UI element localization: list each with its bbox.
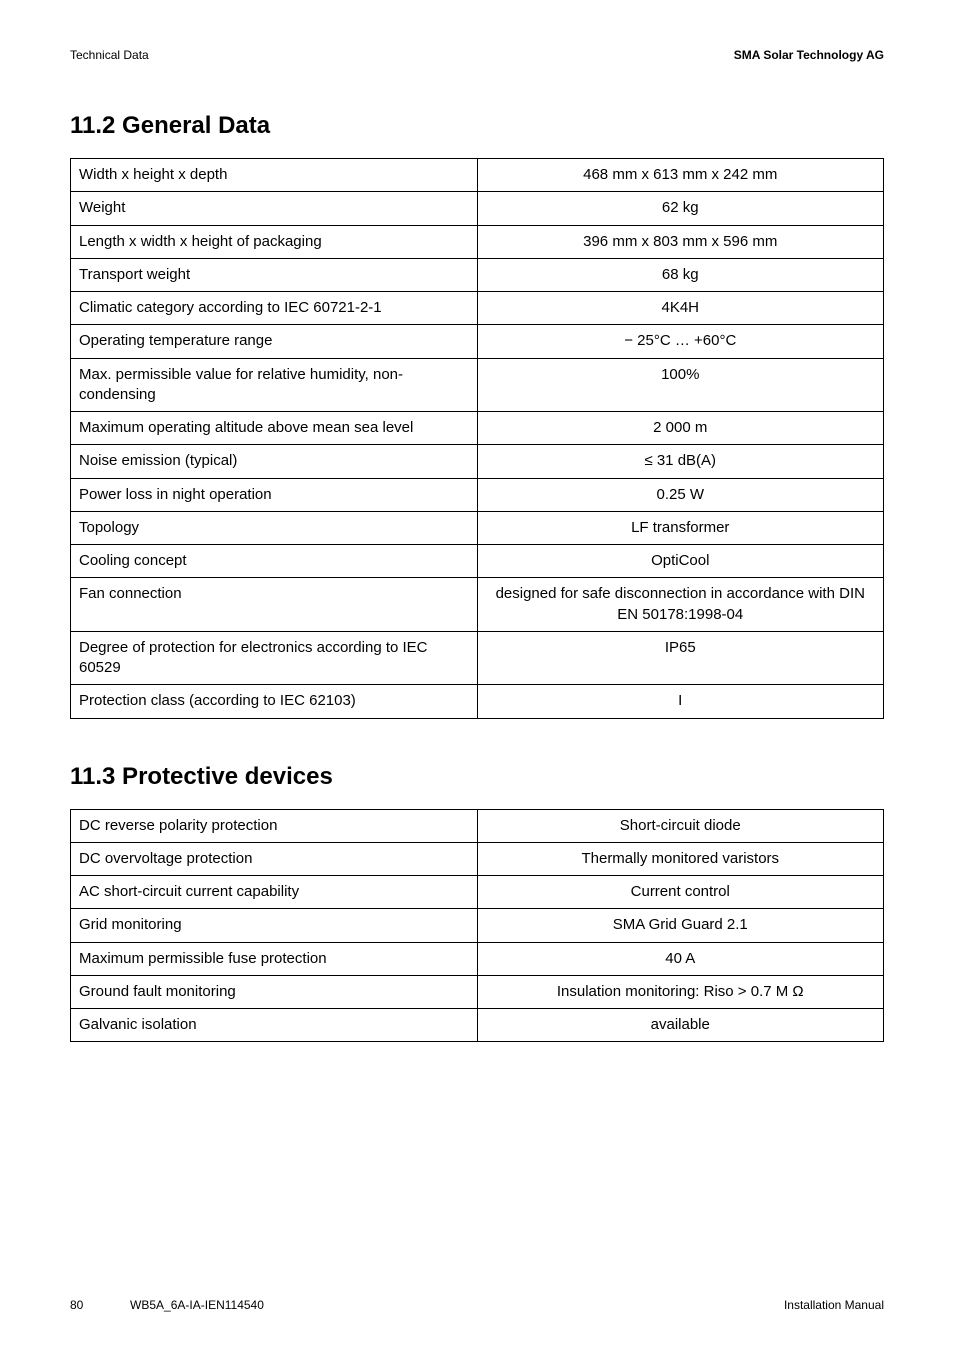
cell-value: IP65 <box>477 631 884 685</box>
table-row: Transport weight68 kg <box>71 258 884 291</box>
table-row: DC reverse polarity protectionShort-circ… <box>71 809 884 842</box>
cell-label: Cooling concept <box>71 545 478 578</box>
cell-value: 396 mm x 803 mm x 596 mm <box>477 225 884 258</box>
page-header: Technical Data SMA Solar Technology AG <box>70 48 884 62</box>
cell-value: Short-circuit diode <box>477 809 884 842</box>
table-row: AC short-circuit current capabilityCurre… <box>71 876 884 909</box>
cell-value: − 25°C … +60°C <box>477 325 884 358</box>
cell-label: Max. permissible value for relative humi… <box>71 358 478 412</box>
protective-devices-table: DC reverse polarity protectionShort-circ… <box>70 809 884 1043</box>
table-row: Length x width x height of packaging396 … <box>71 225 884 258</box>
cell-value: 4K4H <box>477 292 884 325</box>
cell-value: SMA Grid Guard 2.1 <box>477 909 884 942</box>
table-row: Maximum permissible fuse protection40 A <box>71 942 884 975</box>
table-row: Protection class (according to IEC 62103… <box>71 685 884 718</box>
table-row: Weight62 kg <box>71 192 884 225</box>
cell-value: Current control <box>477 876 884 909</box>
table-row: Max. permissible value for relative humi… <box>71 358 884 412</box>
cell-value: 2 000 m <box>477 412 884 445</box>
cell-label: Protection class (according to IEC 62103… <box>71 685 478 718</box>
cell-label: Length x width x height of packaging <box>71 225 478 258</box>
cell-value: available <box>477 1009 884 1042</box>
cell-label: Transport weight <box>71 258 478 291</box>
table-row: Width x height x depth468 mm x 613 mm x … <box>71 159 884 192</box>
section-title: 11.2 General Data <box>70 112 884 140</box>
table-row: Galvanic isolationavailable <box>71 1009 884 1042</box>
table-row: Grid monitoringSMA Grid Guard 2.1 <box>71 909 884 942</box>
footer-left: 80 WB5A_6A-IA-IEN114540 <box>70 1298 264 1312</box>
table-row: Degree of protection for electronics acc… <box>71 631 884 685</box>
cell-value: 68 kg <box>477 258 884 291</box>
cell-label: Noise emission (typical) <box>71 445 478 478</box>
page: Technical Data SMA Solar Technology AG 1… <box>0 0 954 1352</box>
cell-label: Ground fault monitoring <box>71 975 478 1008</box>
footer-page-number: 80 <box>70 1298 83 1312</box>
section-title: 11.3 Protective devices <box>70 763 884 791</box>
cell-label: DC overvoltage protection <box>71 842 478 875</box>
cell-label: Galvanic isolation <box>71 1009 478 1042</box>
general-data-table: Width x height x depth468 mm x 613 mm x … <box>70 158 884 719</box>
cell-label: Power loss in night operation <box>71 478 478 511</box>
table-row: Climatic category according to IEC 60721… <box>71 292 884 325</box>
cell-value: LF transformer <box>477 511 884 544</box>
cell-label: Fan connection <box>71 578 478 632</box>
cell-label: AC short-circuit current capability <box>71 876 478 909</box>
cell-label: Grid monitoring <box>71 909 478 942</box>
table-row: Cooling conceptOptiCool <box>71 545 884 578</box>
cell-value: ≤ 31 dB(A) <box>477 445 884 478</box>
table-row: Noise emission (typical)≤ 31 dB(A) <box>71 445 884 478</box>
cell-value: 40 A <box>477 942 884 975</box>
table-row: Operating temperature range− 25°C … +60°… <box>71 325 884 358</box>
section-protective-devices: 11.3 Protective devices DC reverse polar… <box>70 763 884 1043</box>
cell-label: Width x height x depth <box>71 159 478 192</box>
header-right: SMA Solar Technology AG <box>734 48 884 62</box>
table-row: Fan connectiondesigned for safe disconne… <box>71 578 884 632</box>
cell-value: Insulation monitoring: Riso > 0.7 M Ω <box>477 975 884 1008</box>
page-footer: 80 WB5A_6A-IA-IEN114540 Installation Man… <box>70 1298 884 1312</box>
cell-value: Thermally monitored varistors <box>477 842 884 875</box>
footer-right: Installation Manual <box>784 1298 884 1312</box>
cell-label: Maximum permissible fuse protection <box>71 942 478 975</box>
cell-label: Maximum operating altitude above mean se… <box>71 412 478 445</box>
table-row: DC overvoltage protectionThermally monit… <box>71 842 884 875</box>
cell-label: Climatic category according to IEC 60721… <box>71 292 478 325</box>
cell-label: Operating temperature range <box>71 325 478 358</box>
cell-label: DC reverse polarity protection <box>71 809 478 842</box>
table-row: Power loss in night operation0.25 W <box>71 478 884 511</box>
cell-value: 0.25 W <box>477 478 884 511</box>
cell-label: Weight <box>71 192 478 225</box>
table-row: Ground fault monitoringInsulation monito… <box>71 975 884 1008</box>
cell-value: OptiCool <box>477 545 884 578</box>
table-row: Maximum operating altitude above mean se… <box>71 412 884 445</box>
cell-value: 468 mm x 613 mm x 242 mm <box>477 159 884 192</box>
cell-label: Degree of protection for electronics acc… <box>71 631 478 685</box>
header-left: Technical Data <box>70 48 149 62</box>
cell-label: Topology <box>71 511 478 544</box>
section-general-data: 11.2 General Data Width x height x depth… <box>70 112 884 719</box>
table-row: TopologyLF transformer <box>71 511 884 544</box>
cell-value: 62 kg <box>477 192 884 225</box>
cell-value: designed for safe disconnection in accor… <box>477 578 884 632</box>
cell-value: I <box>477 685 884 718</box>
cell-value: 100% <box>477 358 884 412</box>
footer-doc-id: WB5A_6A-IA-IEN114540 <box>130 1298 264 1312</box>
